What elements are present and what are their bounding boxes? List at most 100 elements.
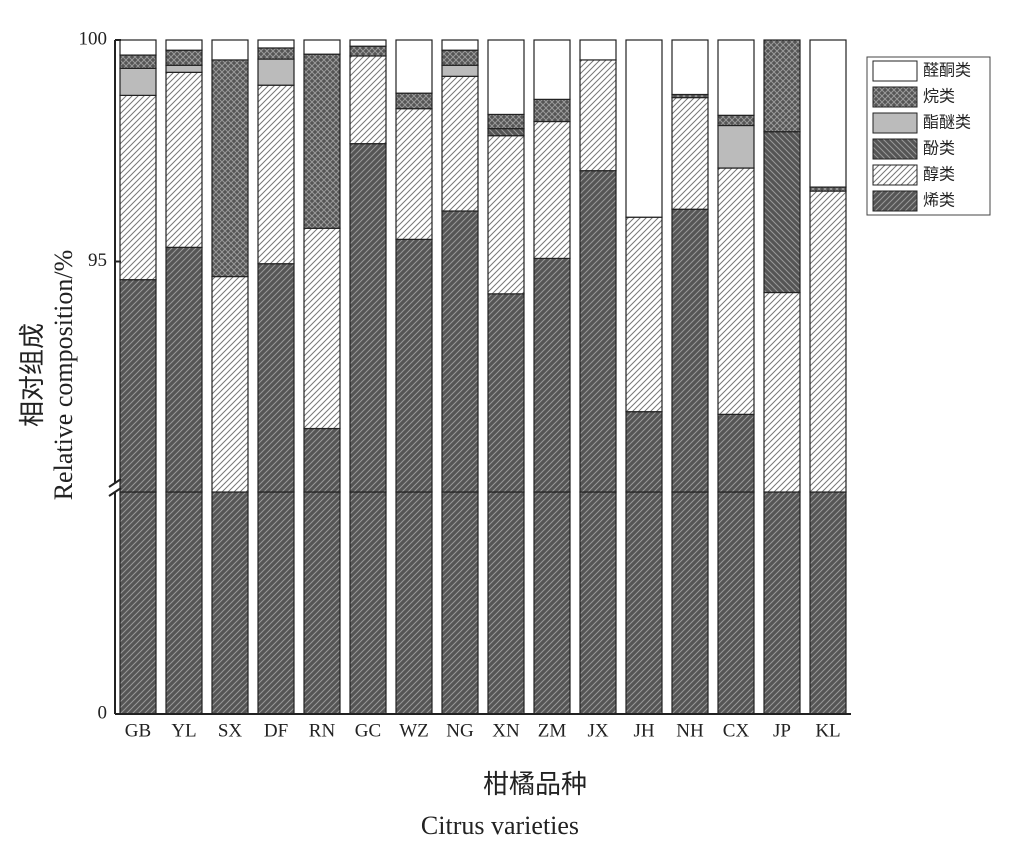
bar-segment <box>487 113 525 130</box>
bar-segment <box>349 143 387 493</box>
bar-segment <box>395 238 433 493</box>
bar-segment <box>441 49 479 66</box>
bar-segment <box>487 39 525 116</box>
bar-segment <box>487 135 525 295</box>
legend-swatch <box>872 60 918 82</box>
bar-segment <box>303 39 341 55</box>
bar-segment <box>165 64 203 73</box>
bar-segment <box>211 39 249 61</box>
bar-segment <box>395 491 433 715</box>
bar-segment <box>165 49 203 66</box>
bar-segment <box>211 275 249 493</box>
bar-segment <box>671 208 709 493</box>
bar-segment <box>625 491 663 715</box>
bar-segment <box>165 39 203 51</box>
bar-segment <box>625 411 663 493</box>
bar-segment <box>809 39 847 188</box>
legend-label: 酯醚类 <box>923 114 971 132</box>
legend-box <box>866 56 991 216</box>
x-tick-label: DF <box>264 720 288 741</box>
bar-segment <box>303 227 341 430</box>
bar-segment <box>487 491 525 715</box>
bar-segment <box>119 54 157 69</box>
bar-segment <box>257 39 295 49</box>
x-tick-label: CX <box>723 720 750 741</box>
bar-segment <box>303 53 341 229</box>
axis-break <box>108 478 122 497</box>
x-tick-label: JX <box>587 720 608 741</box>
legend-label: 烯类 <box>923 192 955 210</box>
bar-segment <box>533 491 571 715</box>
x-tick-label: JP <box>773 720 791 741</box>
bar-segment <box>349 39 387 47</box>
bar-segment <box>349 45 387 57</box>
bar-segment <box>211 491 249 715</box>
legend-swatch <box>872 112 918 134</box>
bar-segment <box>717 413 755 493</box>
bar-segment <box>119 94 157 281</box>
bar-segment <box>763 131 801 294</box>
legend-swatch <box>872 138 918 160</box>
bar-segment <box>349 491 387 715</box>
bar-segment <box>579 170 617 493</box>
bar-segment <box>763 39 801 133</box>
bar-segment <box>487 293 525 493</box>
legend-label: 烷类 <box>923 88 955 106</box>
bar-segment <box>441 491 479 715</box>
x-tick-label: JH <box>633 720 654 741</box>
bar-segment <box>257 47 295 60</box>
bar-segment <box>809 190 847 493</box>
x-axis-title: Citrus varieties <box>421 811 579 840</box>
legend-swatch <box>872 164 918 186</box>
bar-segment <box>165 246 203 493</box>
bar-segment <box>625 39 663 218</box>
bar-segment <box>257 84 295 265</box>
bar-segment <box>395 108 433 240</box>
bar-segment <box>533 39 571 100</box>
bar-segment <box>257 58 295 86</box>
y-tick-label: 95 <box>88 250 107 271</box>
bar-segment <box>671 39 709 96</box>
bar-segment <box>119 491 157 715</box>
x-tick-label: GC <box>355 720 381 741</box>
x-tick-label: ZM <box>538 720 567 741</box>
bar-segment <box>579 491 617 715</box>
bar-segment <box>211 59 249 278</box>
bar-segment <box>349 55 387 145</box>
x-tick-label: RN <box>309 720 336 741</box>
bar-segment <box>579 59 617 172</box>
x-tick-label: GB <box>125 720 151 741</box>
bar-segment <box>441 75 479 212</box>
x-axis-title: 柑橘品种 <box>483 770 587 799</box>
y-tick-label: 0 <box>98 702 108 723</box>
y-axis-title: 相对组成 <box>18 323 47 427</box>
bar-segment <box>717 124 755 169</box>
bar-segment <box>533 257 571 493</box>
bar-segment <box>441 39 479 51</box>
bar-segment <box>257 491 295 715</box>
bar-segment <box>533 98 571 123</box>
x-tick-label: NH <box>676 720 704 741</box>
bar-segment <box>395 92 433 110</box>
bar-segment <box>717 114 755 127</box>
bar-segment <box>625 216 663 413</box>
bar-segment <box>395 39 433 94</box>
bar-segment <box>303 427 341 493</box>
bar-segment <box>763 491 801 715</box>
bar-segment <box>763 291 801 493</box>
x-tick-label: WZ <box>399 720 429 741</box>
bar-segment <box>441 64 479 77</box>
bar-segment <box>119 279 157 493</box>
bar-segment <box>303 491 341 715</box>
y-axis-title: Relative composition/% <box>49 250 78 501</box>
x-tick-label: KL <box>815 720 840 741</box>
bar-segment <box>487 128 525 137</box>
bar-segment <box>119 67 157 96</box>
bar-segment <box>441 210 479 493</box>
legend-label: 醛酮类 <box>923 62 971 80</box>
legend-swatch <box>872 86 918 108</box>
bar-segment <box>533 120 571 259</box>
x-tick-label: SX <box>218 720 243 741</box>
bar-segment <box>165 71 203 248</box>
